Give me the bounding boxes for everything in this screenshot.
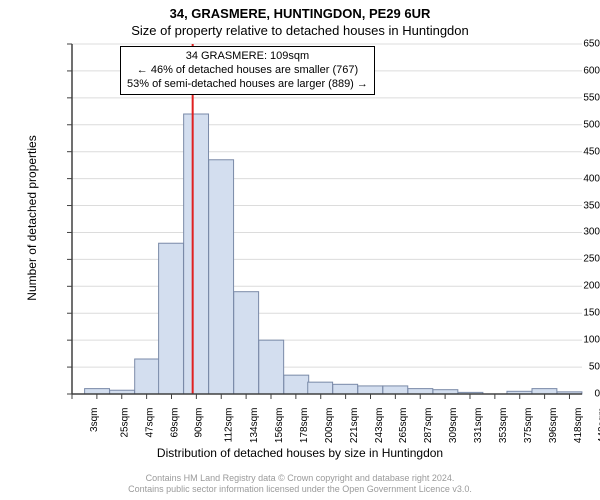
x-tick-label: 375sqm [523,408,534,444]
x-tick-label: 418sqm [573,408,584,444]
footer-line1: Contains HM Land Registry data © Crown c… [0,473,600,485]
y-tick-label: 350 [536,200,600,211]
histogram-bar [308,382,333,394]
x-tick-label: 3sqm [89,408,100,432]
y-tick-label: 200 [536,281,600,292]
x-tick-label: 90sqm [194,408,205,438]
footer: Contains HM Land Registry data © Crown c… [0,473,600,496]
histogram-bar [284,375,309,394]
y-tick-label: 650 [536,39,600,50]
histogram-bar [358,386,383,394]
histogram-bar [408,389,433,394]
y-tick-label: 100 [536,335,600,346]
annotation-line2: ← 46% of detached houses are smaller (76… [127,64,368,78]
x-tick-label: 134sqm [249,408,260,444]
x-tick-label: 243sqm [374,408,385,444]
x-axis-label: Distribution of detached houses by size … [0,446,600,460]
y-tick-label: 500 [536,119,600,130]
x-tick-label: 287sqm [423,408,434,444]
annotation-box: 34 GRASMERE: 109sqm ← 46% of detached ho… [120,46,375,95]
histogram-bar [135,359,160,394]
annotation-line3: 53% of semi-detached houses are larger (… [127,78,368,92]
y-tick-label: 250 [536,254,600,265]
histogram-bar [259,340,284,394]
x-tick-label: 331sqm [473,408,484,444]
x-tick-label: 265sqm [399,408,410,444]
x-tick-label: 25sqm [119,408,130,438]
y-tick-label: 300 [536,227,600,238]
x-tick-label: 112sqm [224,408,235,443]
y-axis-label: Number of detached properties [25,118,39,318]
x-tick-label: 396sqm [548,408,559,444]
annotation-line1: 34 GRASMERE: 109sqm [127,50,368,64]
x-tick-label: 178sqm [299,408,310,444]
footer-line2: Contains public sector information licen… [0,484,600,496]
y-tick-label: 550 [536,92,600,103]
histogram-bar [85,389,110,394]
y-tick-label: 400 [536,173,600,184]
chart-container: { "title_line1": "34, GRASMERE, HUNTINGD… [0,0,600,500]
histogram-bar [184,114,209,394]
y-tick-label: 600 [536,65,600,76]
x-tick-label: 156sqm [274,408,285,444]
y-tick-label: 150 [536,308,600,319]
x-tick-label: 200sqm [324,408,335,444]
x-tick-label: 353sqm [498,408,509,444]
histogram-bar [209,160,234,394]
histogram-bar [383,386,408,394]
x-tick-label: 309sqm [448,408,459,444]
x-tick-label: 69sqm [169,408,180,438]
y-tick-label: 450 [536,146,600,157]
y-tick-label: 50 [536,362,600,373]
histogram-bar [333,384,358,394]
x-tick-label: 221sqm [349,408,360,444]
x-tick-label: 47sqm [144,408,155,438]
histogram-bar [234,292,259,394]
histogram-bar [159,243,184,394]
y-tick-label: 0 [536,389,600,400]
